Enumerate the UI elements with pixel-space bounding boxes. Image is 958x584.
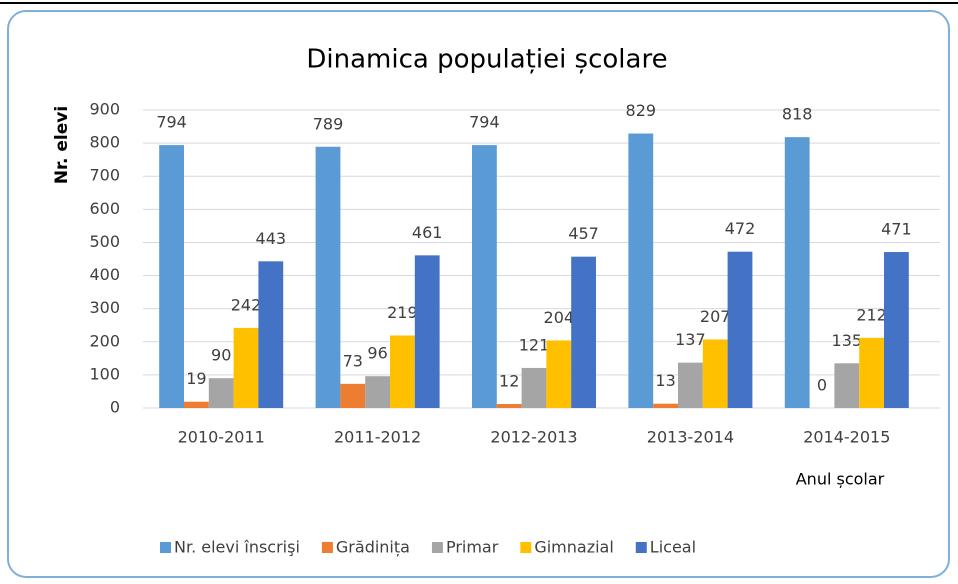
x-tick-label: 2010-2011 — [178, 428, 265, 447]
bar — [315, 146, 341, 408]
x-tick-label: 2012-2013 — [490, 428, 577, 447]
data-label: 829 — [626, 101, 657, 120]
data-label: 121 — [519, 335, 550, 354]
data-label: 818 — [782, 105, 813, 124]
bar — [340, 383, 366, 408]
bar — [258, 261, 284, 408]
y-tick-label: 200 — [89, 331, 120, 350]
chart-title: Dinamica populației școlare — [306, 45, 667, 75]
bar — [546, 340, 572, 408]
bar — [884, 252, 909, 408]
bar — [628, 133, 654, 408]
y-tick-label: 500 — [89, 232, 120, 251]
bar — [678, 362, 703, 408]
bar — [390, 335, 415, 408]
data-label: 242 — [231, 295, 262, 314]
bar — [784, 137, 810, 408]
bar — [472, 145, 497, 408]
data-label: 137 — [675, 330, 706, 349]
bar — [653, 403, 678, 408]
y-tick-label: 400 — [89, 265, 120, 284]
bar — [365, 376, 390, 408]
legend-swatch — [520, 542, 532, 553]
legend-label: Gimnazial — [534, 538, 613, 557]
bar — [571, 256, 596, 408]
data-label: 73 — [343, 351, 363, 370]
bar — [727, 251, 753, 408]
data-label: 457 — [568, 224, 599, 243]
bar — [834, 363, 860, 408]
data-label: 135 — [832, 331, 863, 350]
legend-label: Primar — [446, 538, 499, 557]
y-axis-label: Nr. elevi — [52, 106, 72, 184]
data-label: 0 — [817, 376, 827, 395]
y-tick-label: 900 — [89, 100, 120, 119]
data-label: 461 — [412, 223, 443, 242]
data-label: 90 — [211, 346, 231, 365]
bar — [233, 327, 259, 408]
bar — [184, 401, 209, 408]
x-tick-label: 2011-2012 — [334, 428, 421, 447]
data-label: 443 — [256, 229, 287, 248]
data-label: 471 — [881, 220, 912, 239]
x-axis-label: Anul școlar — [796, 470, 885, 489]
legend-swatch — [160, 542, 171, 553]
y-tick-label: 700 — [89, 166, 120, 185]
data-label: 219 — [387, 303, 418, 322]
data-label: 13 — [655, 371, 675, 390]
bar — [414, 255, 440, 408]
bar — [521, 367, 547, 408]
data-label: 794 — [469, 113, 500, 132]
legend-swatch — [431, 542, 443, 553]
y-tick-label: 800 — [89, 133, 120, 152]
data-label: 96 — [367, 344, 387, 363]
legend-swatch — [321, 542, 333, 553]
data-label: 204 — [544, 308, 575, 327]
y-tick-label: 0 — [110, 398, 120, 417]
data-label: 207 — [700, 307, 731, 326]
data-label: 12 — [499, 372, 519, 391]
data-label: 789 — [313, 114, 344, 133]
legend-label: Liceal — [650, 538, 696, 557]
bar — [702, 339, 728, 408]
x-tick-label: 2014-2015 — [803, 428, 890, 447]
legend-label: Nr. elevi înscrişi — [174, 538, 300, 557]
bar — [859, 337, 884, 408]
bar — [159, 145, 184, 408]
legend-label: Grădinița — [336, 538, 410, 557]
legend-swatch — [635, 542, 647, 553]
y-tick-label: 300 — [89, 298, 120, 317]
data-label: 212 — [856, 305, 887, 324]
data-label: 19 — [186, 369, 206, 388]
data-label: 794 — [156, 113, 187, 132]
data-label: 472 — [725, 219, 756, 238]
bar — [496, 404, 522, 408]
y-tick-label: 100 — [89, 364, 120, 383]
bar — [208, 378, 234, 408]
y-tick-label: 600 — [89, 199, 120, 218]
x-tick-label: 2013-2014 — [647, 428, 734, 447]
